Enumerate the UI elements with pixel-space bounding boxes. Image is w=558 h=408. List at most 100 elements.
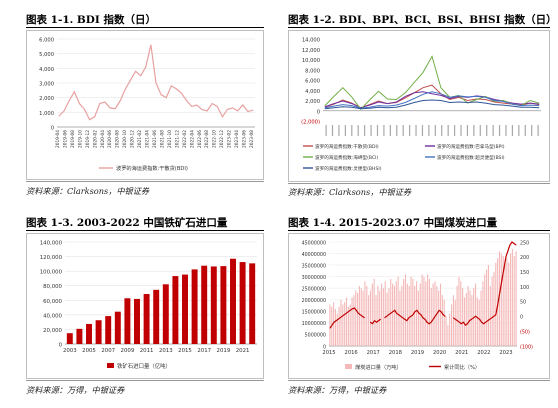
coal-import-bar (399, 290, 401, 346)
panel-4-chart-frame: 0 5000000 10000000 15000000 20000000 25000000… (288, 233, 550, 379)
series-point-3 (494, 100, 495, 101)
x-tick-date-mark (370, 125, 372, 136)
x-tick-label: 2021-12 (174, 130, 180, 148)
x-tick-label: 2021 (455, 350, 468, 356)
yoy-point (333, 321, 335, 323)
iron-ore-bar (191, 269, 198, 344)
yoy-point (481, 321, 482, 323)
yoy-point (515, 244, 517, 246)
iron-ore-bar (201, 265, 208, 344)
series-point-2 (529, 100, 531, 101)
y-tick-label: 20,000 (43, 328, 62, 334)
series-point-1 (511, 102, 513, 104)
series-point-0 (342, 99, 344, 101)
yoy-point (364, 317, 365, 319)
series-point-1 (351, 103, 353, 104)
coal-import-bar (338, 306, 340, 346)
coal-import-chart: 0 5000000 10000000 15000000 20000000 25000000… (302, 240, 533, 371)
yoy-point (426, 321, 428, 323)
panel-1-chart-frame: 0 1,000 2,000 3,000 4,000 5,000 6,000 2019-04 20… (26, 30, 264, 180)
series-point-3 (520, 105, 522, 106)
yoy-point (469, 320, 470, 322)
yoy-point (479, 318, 480, 320)
coal-import-bar (506, 258, 508, 346)
legend-swatch-iron-ore (107, 363, 114, 368)
x-tick-label: 2021-04 (145, 130, 151, 148)
series-point-1 (449, 98, 451, 99)
x-tick-label: 2017 (367, 350, 380, 356)
coal-import-bar (458, 276, 460, 346)
coal-import-bar (482, 281, 484, 346)
coal-import-bar (428, 278, 431, 346)
x-tick-label: 2019 (411, 350, 424, 356)
x-tick-date-mark (357, 125, 359, 136)
series-point-3 (324, 107, 326, 109)
coal-import-bar (454, 299, 456, 346)
x-tick-label: 2022-06 (197, 130, 203, 148)
coal-import-bar (355, 290, 357, 346)
yoy-point (380, 318, 381, 320)
series-point-3 (369, 106, 370, 108)
coal-import-bar (508, 262, 510, 346)
yoy-point (440, 311, 442, 313)
coal-import-bar (427, 274, 429, 346)
y-tick-label: 15000000 (302, 310, 326, 316)
coal-import-bar (486, 269, 488, 346)
x-tick-label: 2013 (159, 348, 173, 354)
iron-ore-bar (124, 298, 131, 344)
x-tick-label: 2019 (217, 348, 231, 354)
series-point-2 (387, 98, 388, 100)
series-point-1 (422, 91, 424, 93)
series-point-4 (324, 108, 326, 110)
y-tick-label: 45000000 (302, 240, 326, 246)
coal-import-bar (344, 302, 346, 346)
coal-import-bar (425, 281, 427, 346)
y-tick-label: 20000000 (302, 298, 326, 304)
bdi-data-point (109, 107, 111, 109)
coal-import-bar (333, 302, 335, 346)
x-tick-date-mark (524, 125, 526, 136)
series-point-1 (404, 96, 406, 97)
y-tick-label: 6,000 (305, 79, 320, 85)
iron-ore-bar (162, 284, 169, 344)
coal-import-bar (474, 283, 477, 346)
x-tick-date-mark (402, 125, 404, 136)
legend-swatch-coal (345, 364, 352, 369)
panel-1-source: 资料来源：Clarksons，中银证券 (26, 186, 150, 196)
coal-import-bar (469, 290, 471, 346)
y-tick-label: 10000000 (302, 321, 326, 327)
coal-import-bar (336, 313, 338, 346)
series-point-1 (342, 100, 344, 102)
coal-import-bar (380, 283, 383, 346)
series-point-4 (369, 107, 370, 109)
coal-import-bar (401, 285, 403, 346)
y-tick-label: 120,000 (40, 255, 63, 261)
x-tick-label: 2020 (433, 350, 446, 356)
iron-ore-bar (220, 266, 227, 344)
coal-import-bar (438, 290, 440, 346)
y-tick-label: 0 (323, 344, 326, 350)
legend-label-4: 波罗的海运费指数:灵便型(BHSI) (315, 165, 382, 172)
series-point-4 (449, 102, 451, 103)
x-tick-label: 2021 (236, 348, 250, 354)
x-tick-label: 2022-02 (182, 130, 188, 148)
x-tick-date-mark (421, 125, 424, 136)
yoy-point (483, 323, 485, 325)
series-point-1 (494, 99, 495, 100)
coal-import-bar (375, 295, 377, 346)
bdi-data-point (201, 109, 203, 110)
yoy-point (361, 315, 363, 317)
coal-import-bar (462, 288, 464, 346)
iron-ore-bar (172, 276, 179, 344)
x-tick-label: 2020-12 (130, 130, 136, 148)
series-point-2 (494, 101, 495, 102)
panel-3-source-rule (26, 380, 264, 381)
coal-import-bar (415, 281, 418, 346)
x-tick-label: 2015 (322, 350, 335, 356)
y-tick-label: 5,000 (39, 52, 54, 58)
x-tick-date-mark (466, 125, 469, 136)
x-tick-date-mark (376, 125, 379, 136)
coal-import-bar (513, 255, 515, 346)
yoy-point (408, 317, 410, 319)
x-tick-date-mark (518, 125, 520, 136)
